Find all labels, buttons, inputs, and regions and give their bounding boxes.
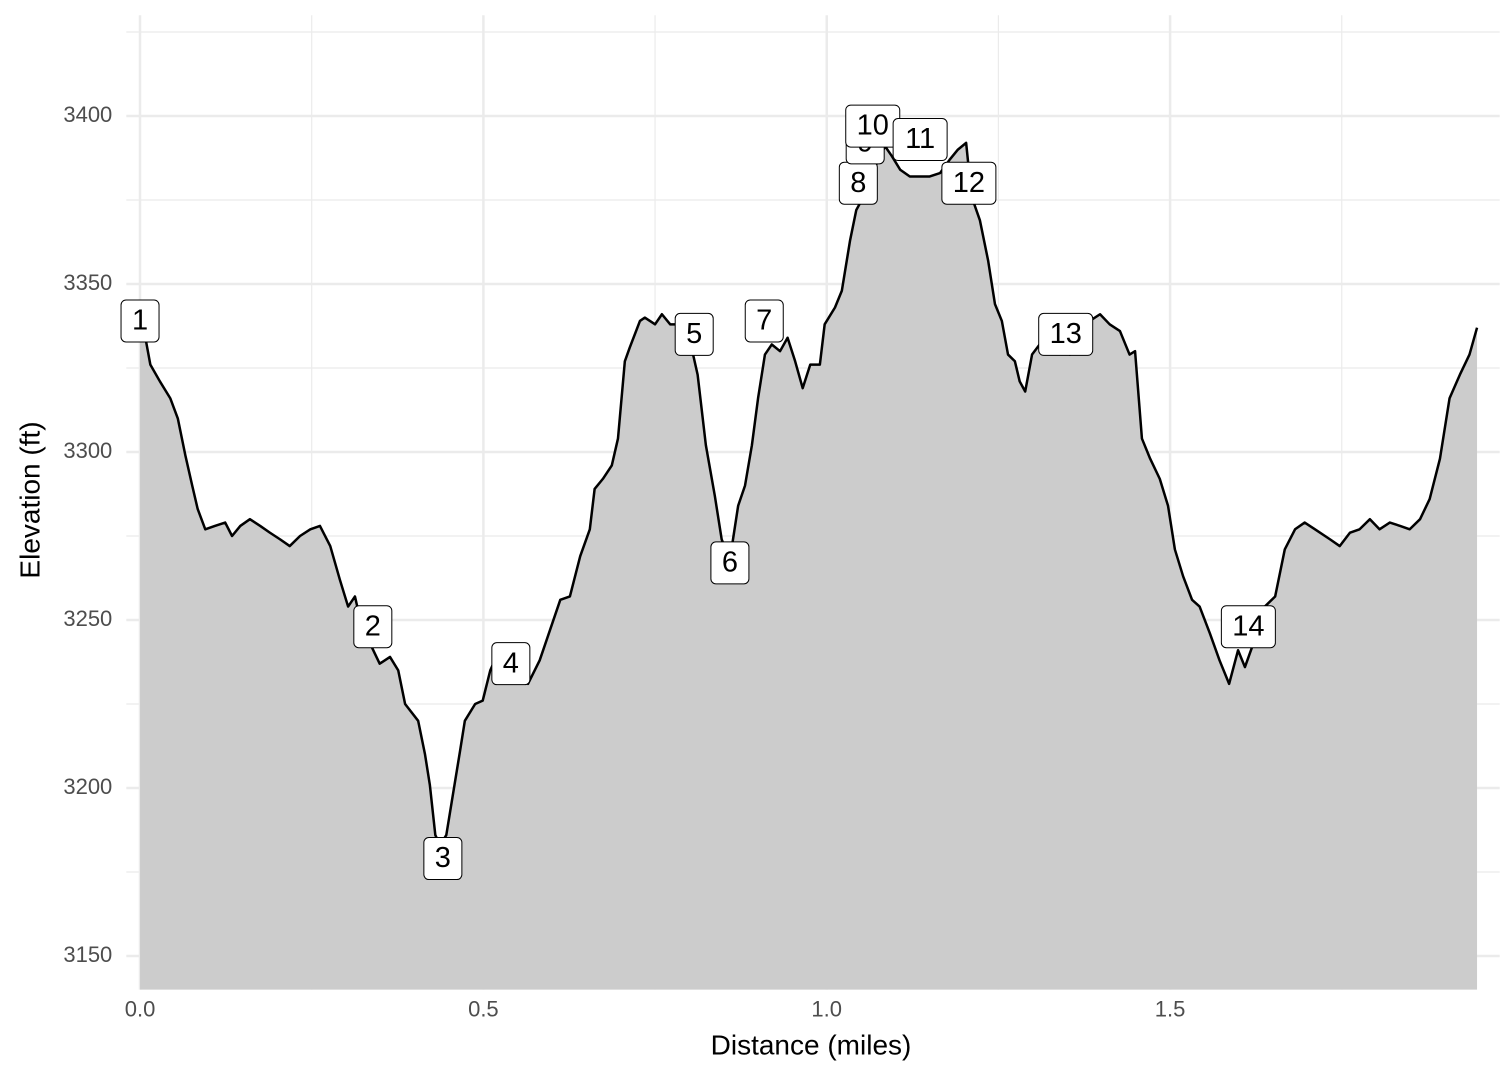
area <box>140 142 1478 990</box>
label-box <box>353 605 393 649</box>
label-text: 12 <box>953 167 985 199</box>
label-box <box>120 299 160 343</box>
point-label: 8 <box>838 161 878 205</box>
point-label: 3 <box>423 837 463 881</box>
point-label: 14 <box>1220 605 1276 649</box>
label-box <box>423 837 463 881</box>
x-axis-title: Distance (miles) <box>711 1029 912 1060</box>
point-label: 10 <box>845 104 901 148</box>
x-tick-label: 0.0 <box>125 996 156 1021</box>
label-text: 2 <box>365 610 381 642</box>
label-box <box>674 312 714 356</box>
label-text: 14 <box>1232 610 1264 642</box>
label-text: 4 <box>503 647 519 679</box>
label-box <box>744 299 784 343</box>
label-text: 11 <box>905 123 935 155</box>
point-label: 1 <box>120 299 160 343</box>
label-text: 3 <box>435 842 451 874</box>
y-tick-label: 3150 <box>63 942 112 967</box>
label-box <box>710 541 750 585</box>
point-label: 12 <box>941 161 997 205</box>
label-text: 5 <box>686 318 702 350</box>
y-tick-label: 3350 <box>63 270 112 295</box>
label-text: 1 <box>132 305 148 337</box>
point-label: 7 <box>744 299 784 343</box>
point-label: 5 <box>674 312 714 356</box>
label-text: 10 <box>857 110 889 142</box>
y-axis-title: Elevation (ft) <box>14 421 45 578</box>
y-tick-label: 3250 <box>63 606 112 631</box>
label-box <box>1220 605 1276 649</box>
label-box <box>892 118 948 162</box>
x-tick-label: 1.5 <box>1155 996 1186 1021</box>
label-text: 6 <box>722 547 738 579</box>
point-label: 11 <box>892 118 948 162</box>
label-box <box>1038 312 1094 356</box>
point-label: 13 <box>1038 312 1094 356</box>
point-label: 6 <box>710 541 750 585</box>
label-text: 13 <box>1050 318 1082 350</box>
point-label: 4 <box>491 642 531 686</box>
y-tick-label: 3200 <box>63 774 112 799</box>
x-tick-label: 1.0 <box>811 996 842 1021</box>
x-tick-label: 0.5 <box>468 996 499 1021</box>
label-text: 8 <box>850 167 866 199</box>
label-box <box>491 642 531 686</box>
label-text: 7 <box>756 305 772 337</box>
y-tick-label: 3300 <box>63 438 112 463</box>
point-label: 2 <box>353 605 393 649</box>
y-tick-label: 3400 <box>63 102 112 127</box>
label-box <box>941 161 997 205</box>
